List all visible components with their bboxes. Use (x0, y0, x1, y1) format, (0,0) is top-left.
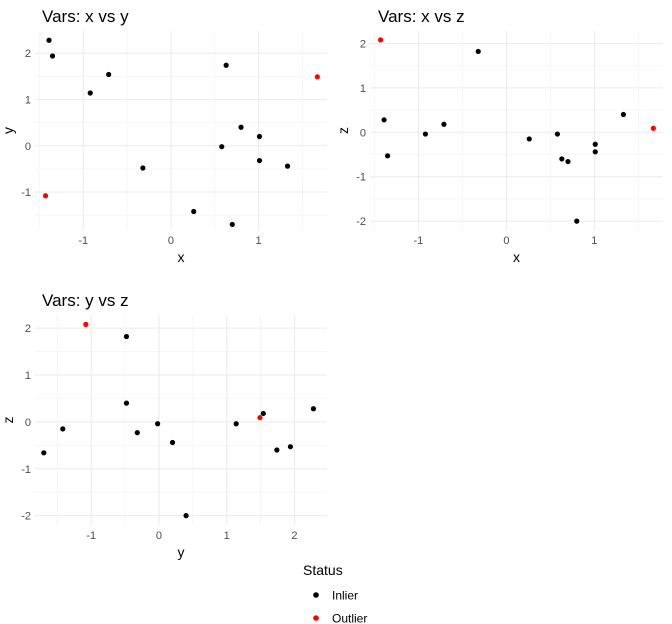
panel-x-vs-y: -1 0 1 -1 0 1 2 Vars: x vs y x y (0, 7, 327, 265)
y-tick-label: 1 (25, 370, 31, 382)
y-tick-label: -1 (21, 187, 31, 199)
point-inlier (381, 117, 387, 123)
point-inlier (183, 513, 189, 519)
point-inlier (592, 149, 598, 155)
series-inlier (41, 333, 317, 519)
x-tick-label: -1 (78, 235, 88, 247)
point-outlier (257, 415, 263, 421)
point-inlier (526, 136, 532, 142)
y-tick-label: -1 (356, 172, 366, 184)
x-tick-label: 0 (156, 530, 162, 542)
x-axis-label: y (178, 544, 185, 560)
point-inlier (565, 158, 571, 165)
point-inlier (87, 90, 93, 96)
y-tick-label: 0 (25, 141, 31, 153)
chart-title: Vars: x vs z (378, 7, 465, 26)
x-tick-label: -1 (414, 235, 424, 247)
point-inlier (229, 221, 235, 228)
chart-title: Vars: y vs z (42, 291, 129, 310)
point-outlier (42, 193, 49, 199)
point-inlier (592, 141, 598, 147)
x-tick-label: 2 (291, 530, 297, 542)
y-tick-label: 1 (360, 83, 366, 95)
y-tick-label: 2 (25, 48, 31, 60)
point-inlier (60, 426, 66, 432)
point-inlier (123, 400, 130, 406)
point-inlier (169, 439, 176, 446)
point-outlier (650, 125, 656, 131)
point-outlier (83, 321, 89, 327)
legend-label-inlier: Inlier (332, 589, 358, 603)
point-inlier (274, 447, 280, 453)
point-inlier (219, 144, 225, 150)
y-tick-label: 0 (25, 417, 31, 429)
legend-key-outlier (313, 615, 319, 621)
point-inlier (123, 333, 130, 340)
y-axis-label: z (0, 417, 16, 424)
x-tick-label: 0 (503, 235, 509, 247)
point-inlier (574, 218, 580, 224)
y-tick-label: 2 (360, 38, 366, 50)
x-tick-label: 1 (591, 235, 597, 247)
legend-label-outlier: Outlier (332, 612, 367, 624)
legend: Status Inlier Outlier (303, 562, 367, 624)
point-inlier (475, 48, 481, 55)
point-inlier (155, 421, 161, 427)
point-inlier (238, 124, 244, 130)
point-inlier (287, 444, 294, 450)
series-inlier (46, 37, 291, 228)
panel-x-vs-z: -1 0 1 -2 -1 0 1 2 Vars: x vs z x z (335, 7, 663, 265)
chart-title: Vars: x vs y (42, 7, 129, 26)
y-tick-label: -2 (356, 216, 366, 228)
point-inlier (49, 53, 56, 59)
point-inlier (559, 156, 565, 162)
point-inlier (191, 208, 197, 215)
point-inlier (256, 133, 263, 140)
series-outlier (377, 37, 656, 131)
y-axis-label: y (0, 127, 16, 134)
y-tick-label: 1 (25, 94, 31, 106)
point-inlier (46, 37, 52, 43)
y-tick-label: 2 (25, 323, 31, 335)
point-inlier (134, 430, 140, 436)
point-inlier (384, 153, 391, 159)
x-tick-label: 1 (256, 235, 262, 247)
point-inlier (223, 62, 229, 68)
series-outlier (83, 321, 263, 421)
point-inlier (284, 163, 291, 169)
x-tick-label: -1 (86, 530, 96, 542)
legend-key-inlier (313, 592, 319, 598)
point-outlier (314, 74, 320, 80)
point-inlier (620, 111, 627, 118)
point-inlier (140, 165, 146, 171)
y-tick-label: 0 (360, 127, 366, 139)
x-axis-label: x (178, 249, 185, 265)
point-inlier (256, 157, 263, 164)
point-inlier (554, 131, 561, 137)
point-inlier (260, 410, 266, 417)
point-inlier (106, 71, 112, 78)
point-inlier (233, 421, 239, 427)
y-axis-label: z (335, 127, 351, 134)
x-tick-label: 1 (224, 530, 230, 542)
series-outlier (42, 74, 320, 199)
point-outlier (377, 37, 384, 43)
x-tick-label: 0 (168, 235, 174, 247)
x-axis-label: x (513, 249, 520, 265)
panel-y-vs-z: -1 0 1 2 -2 -1 0 1 2 Vars: y vs z y z (0, 291, 327, 560)
point-inlier (422, 131, 429, 137)
point-inlier (310, 406, 317, 412)
series-inlier (381, 48, 627, 224)
point-inlier (441, 121, 447, 127)
legend-title: Status (303, 562, 343, 578)
y-tick-label: -2 (21, 511, 31, 523)
point-inlier (41, 450, 47, 456)
y-tick-label: -1 (21, 464, 31, 476)
